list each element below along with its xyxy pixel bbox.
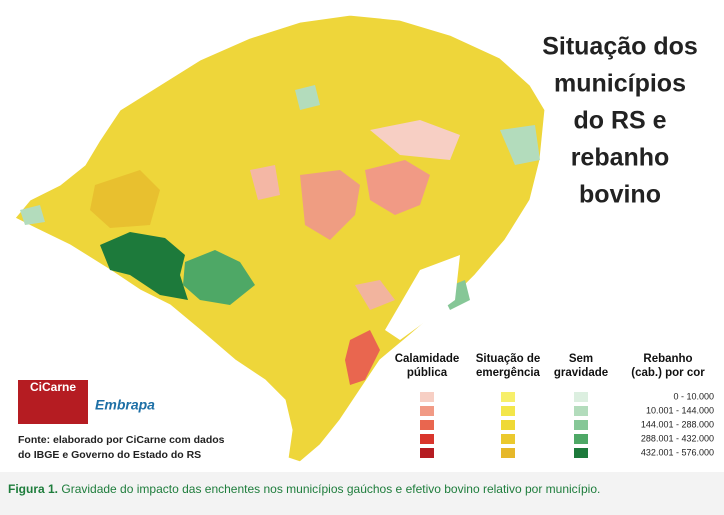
legend-swatch bbox=[574, 448, 588, 458]
logo-cicarne: CiCarne bbox=[30, 380, 76, 394]
lagoon bbox=[385, 255, 460, 340]
title-line: municípios bbox=[554, 70, 686, 98]
caption-label: Figura 1. bbox=[8, 482, 59, 496]
legend-range: 10.001 - 144.000 bbox=[646, 405, 714, 415]
logo-embrapa: Embrapa bbox=[95, 397, 155, 413]
legend-swatch bbox=[574, 392, 588, 402]
legend-header: (cab.) por cor bbox=[631, 367, 705, 379]
legend-range: 288.001 - 432.000 bbox=[641, 433, 714, 443]
legend-swatch bbox=[501, 434, 515, 444]
legend-swatch bbox=[501, 420, 515, 430]
region bbox=[345, 330, 380, 385]
legend-swatch bbox=[501, 406, 515, 416]
legend-swatch bbox=[420, 434, 434, 444]
title-line: bovino bbox=[579, 181, 661, 209]
legend-swatch bbox=[574, 420, 588, 430]
map-figure: CiCarne Embrapa Fonte: elaborado por CiC… bbox=[14, 14, 714, 463]
legend-swatch bbox=[420, 448, 434, 458]
region bbox=[183, 250, 255, 305]
legend-header: pública bbox=[407, 367, 448, 379]
region bbox=[250, 165, 280, 200]
state-map bbox=[14, 14, 546, 463]
region bbox=[365, 160, 430, 215]
region bbox=[90, 170, 160, 228]
title-line: rebanho bbox=[571, 144, 670, 172]
region bbox=[355, 280, 395, 310]
legend-swatch bbox=[420, 420, 434, 430]
legend-swatch bbox=[420, 392, 434, 402]
legend-header: Situação de bbox=[476, 353, 541, 365]
logo-box bbox=[18, 380, 88, 424]
legend-header: Sem bbox=[569, 353, 593, 365]
legend-range: 0 - 10.000 bbox=[673, 391, 714, 401]
title-line: do RS e bbox=[573, 107, 666, 135]
legend-range: 144.001 - 288.000 bbox=[641, 419, 714, 429]
source-line: Fonte: elaborado por CiCarne com dados bbox=[18, 434, 225, 446]
legend-range: 432.001 - 576.000 bbox=[641, 447, 714, 457]
legend-header: Calamidade bbox=[395, 353, 460, 365]
caption: Figura 1. Gravidade do impacto das enche… bbox=[0, 472, 724, 515]
caption-text: Gravidade do impacto das enchentes nos m… bbox=[61, 482, 601, 496]
legend-header: emergência bbox=[476, 367, 541, 379]
region bbox=[100, 232, 188, 300]
region bbox=[20, 205, 45, 225]
region bbox=[295, 85, 320, 110]
legend-swatch bbox=[574, 434, 588, 444]
legend-swatch bbox=[420, 406, 434, 416]
title-line: Situação dos bbox=[542, 33, 698, 61]
legend-header: Rebanho bbox=[643, 353, 692, 365]
source-line: do IBGE e Governo do Estado do RS bbox=[18, 449, 201, 461]
region bbox=[300, 170, 360, 240]
legend-swatch bbox=[501, 392, 515, 402]
legend-header: gravidade bbox=[554, 367, 608, 379]
region bbox=[370, 120, 460, 160]
legend-swatch bbox=[501, 448, 515, 458]
region bbox=[500, 125, 540, 165]
legend-swatch bbox=[574, 406, 588, 416]
